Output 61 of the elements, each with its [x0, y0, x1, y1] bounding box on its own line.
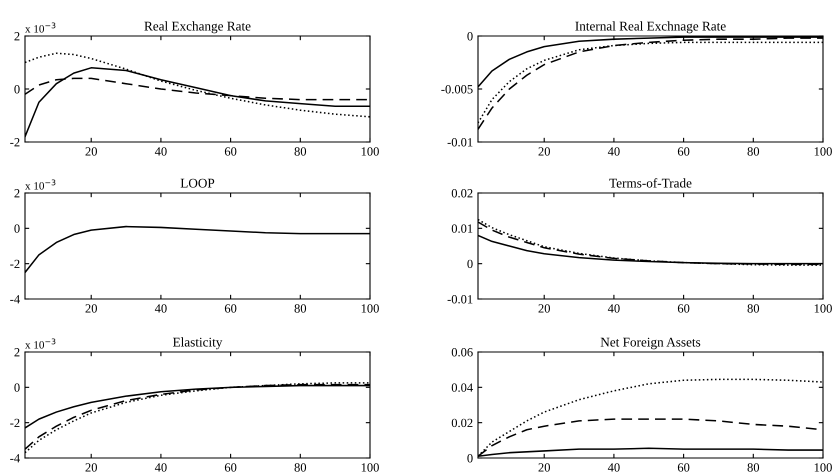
y-tick-label: 2: [14, 32, 20, 40]
x-tick-label: 20: [86, 304, 97, 313]
y-tick-label: 0.02: [452, 418, 472, 428]
x-tick-label: 40: [608, 304, 620, 313]
text: x 10$^{−3}$: [25, 338, 56, 349]
text: x 10$^{−3}$: [25, 22, 56, 33]
x-tick-label: 80: [294, 147, 306, 156]
chart-title: Net Foreign Assets: [600, 338, 700, 350]
x-tick-label: 80: [748, 304, 760, 313]
y-tick-label: 0: [467, 454, 473, 462]
x-tick-label: 60: [678, 304, 690, 313]
x-tick-label: 60: [678, 147, 690, 156]
y-tick-label: -0.01: [448, 138, 472, 147]
x-tick-label: 100: [814, 304, 832, 313]
x-tick-label: 80: [294, 463, 306, 472]
chart-title: Elasticity: [172, 337, 222, 350]
x-tick-label: 100: [814, 463, 832, 472]
y-tick-label: -0.005: [441, 85, 473, 94]
x-tick-label: 20: [538, 147, 550, 156]
y-tick-label: -0.01: [448, 295, 472, 304]
x-tick-label: 100: [362, 147, 379, 156]
y-tick-label: 0: [467, 260, 473, 268]
x-tick-label: 20: [538, 304, 550, 313]
y-tick-label: -2: [10, 260, 20, 268]
y-tick-label: 0: [14, 224, 20, 233]
y-tick-label: -2: [10, 418, 20, 428]
x-tick-label: 80: [748, 463, 760, 472]
y-tick-label: 0: [14, 85, 20, 94]
x-tick-label: 100: [362, 463, 379, 472]
y-tick-label: 0.01: [452, 224, 472, 233]
x-tick-label: 20: [86, 463, 97, 472]
x-tick-label: 40: [608, 147, 620, 156]
chart-title: Internal Real Exchnage Rate: [575, 21, 726, 34]
x-tick-label: 40: [154, 463, 167, 472]
y-tick-label: -4: [10, 454, 20, 462]
x-tick-label: 20: [538, 463, 550, 472]
x-tick-label: 80: [294, 304, 306, 313]
x-tick-label: 100: [362, 304, 379, 313]
y-tick-label: 2: [14, 348, 20, 356]
y-tick-label: 0.06: [452, 348, 473, 357]
x-tick-label: 60: [224, 463, 236, 472]
chart-title: LOOP: [180, 178, 214, 188]
x-tick-label: 60: [224, 304, 236, 313]
y-tick-label: 2: [14, 189, 20, 198]
x-tick-label: 100: [814, 147, 832, 156]
x-tick-label: 40: [154, 304, 167, 313]
x-tick-label: 40: [608, 463, 620, 472]
y-tick-label: 0.02: [452, 189, 472, 198]
y-tick-label: 0: [14, 383, 20, 392]
text: x 10$^{−3}$: [25, 179, 56, 190]
x-tick-label: 80: [748, 147, 760, 156]
x-tick-label: 20: [86, 147, 97, 156]
y-tick-label: 0: [467, 32, 473, 40]
x-tick-label: 40: [154, 147, 167, 156]
y-tick-label: -4: [10, 295, 20, 304]
x-tick-label: 60: [678, 463, 690, 472]
x-tick-label: 60: [224, 147, 236, 156]
chart-title: Terms-of-Trade: [609, 178, 692, 188]
y-tick-label: -2: [10, 138, 20, 146]
chart-title: Real Exchange Rate: [144, 21, 251, 34]
y-tick-label: 0.04: [452, 383, 473, 392]
